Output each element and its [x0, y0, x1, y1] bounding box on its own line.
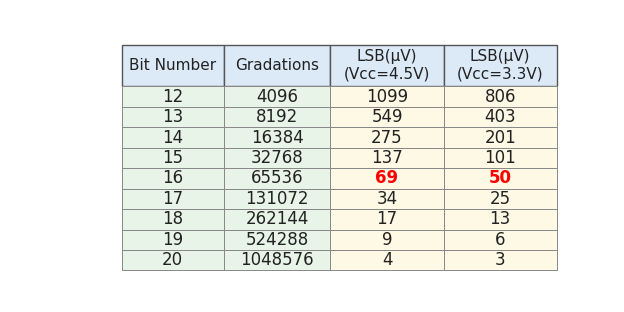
Bar [224, 168, 331, 189]
Text: 20: 20 [162, 251, 183, 269]
Text: 18: 18 [162, 210, 183, 228]
Bar [444, 127, 557, 148]
Text: 8192: 8192 [256, 108, 298, 126]
Text: 4: 4 [382, 251, 392, 269]
Bar [331, 127, 444, 148]
Bar [122, 209, 224, 230]
Bar [122, 250, 224, 271]
Text: LSB(μV)
(Vcc=4.5V): LSB(μV) (Vcc=4.5V) [344, 49, 430, 82]
Text: 275: 275 [371, 129, 403, 147]
Text: 1048576: 1048576 [240, 251, 314, 269]
Bar [224, 230, 331, 250]
Bar [331, 209, 444, 230]
Bar [444, 209, 557, 230]
Text: Bit Number: Bit Number [129, 58, 217, 73]
Bar [444, 45, 557, 86]
Text: 16384: 16384 [251, 129, 303, 147]
Bar [224, 45, 331, 86]
Bar [224, 189, 331, 209]
Bar [122, 189, 224, 209]
Text: 9: 9 [382, 231, 392, 249]
Text: 3: 3 [495, 251, 505, 269]
Bar [444, 168, 557, 189]
Bar [331, 168, 444, 189]
Text: 549: 549 [371, 108, 402, 126]
Text: 403: 403 [484, 108, 516, 126]
Bar [224, 148, 331, 168]
Bar [122, 45, 224, 86]
Bar [331, 45, 444, 86]
Bar [444, 189, 557, 209]
Bar [224, 86, 331, 107]
Bar [224, 209, 331, 230]
Text: 15: 15 [162, 149, 183, 167]
Text: 524288: 524288 [245, 231, 309, 249]
Text: 17: 17 [376, 210, 397, 228]
Text: 14: 14 [162, 129, 183, 147]
Bar [122, 168, 224, 189]
Text: 806: 806 [484, 88, 516, 106]
Bar [122, 230, 224, 250]
Text: 19: 19 [162, 231, 183, 249]
Bar [331, 189, 444, 209]
Text: 69: 69 [376, 169, 399, 188]
Bar [331, 107, 444, 127]
Text: 25: 25 [490, 190, 511, 208]
Bar [224, 107, 331, 127]
Text: 131072: 131072 [245, 190, 309, 208]
Text: 201: 201 [484, 129, 516, 147]
Bar [444, 107, 557, 127]
Bar [224, 250, 331, 271]
Text: Gradations: Gradations [235, 58, 319, 73]
Text: 137: 137 [371, 149, 403, 167]
Bar [331, 250, 444, 271]
Text: 1099: 1099 [366, 88, 408, 106]
Text: 65536: 65536 [251, 169, 303, 188]
Bar [444, 86, 557, 107]
Bar [122, 127, 224, 148]
Bar [331, 148, 444, 168]
Text: 16: 16 [162, 169, 183, 188]
Bar [122, 107, 224, 127]
Bar [331, 230, 444, 250]
Text: 13: 13 [162, 108, 183, 126]
Bar [122, 148, 224, 168]
Text: 17: 17 [162, 190, 183, 208]
Text: 262144: 262144 [245, 210, 309, 228]
Text: 32768: 32768 [251, 149, 303, 167]
Text: 13: 13 [490, 210, 511, 228]
Text: 50: 50 [489, 169, 512, 188]
Text: 6: 6 [495, 231, 505, 249]
Text: 101: 101 [484, 149, 516, 167]
Bar [224, 127, 331, 148]
Text: 12: 12 [162, 88, 183, 106]
Text: 34: 34 [376, 190, 397, 208]
Text: LSB(μV)
(Vcc=3.3V): LSB(μV) (Vcc=3.3V) [457, 49, 544, 82]
Bar [444, 148, 557, 168]
Text: 4096: 4096 [256, 88, 298, 106]
Bar [444, 230, 557, 250]
Bar [331, 86, 444, 107]
Bar [122, 86, 224, 107]
Bar [444, 250, 557, 271]
